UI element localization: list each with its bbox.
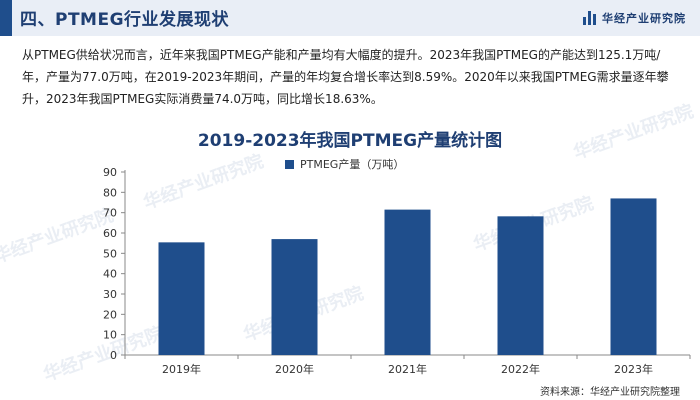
x-tick-label: 2020年 — [275, 362, 314, 376]
bar — [384, 209, 431, 355]
brand-logo: 华经产业研究院 — [583, 10, 686, 26]
section-header: 四、PTMEG行业发展现状 华经产业研究院 — [0, 0, 700, 36]
logo-text: 华经产业研究院 — [602, 12, 686, 25]
bar — [610, 198, 657, 355]
intro-paragraph: 从PTMEG供给状况而言，近年来我国PTMEG产能和产量均有大幅度的提升。202… — [22, 48, 669, 106]
chart-legend: PTMEG产量（万吨） — [285, 156, 404, 172]
bar — [158, 242, 205, 355]
x-tick-label: 2019年 — [162, 362, 201, 376]
page-title: 四、PTMEG行业发展现状 — [20, 10, 230, 30]
x-tick-label: 2021年 — [388, 362, 427, 376]
y-tick-label: 20 — [103, 308, 117, 321]
legend-label: PTMEG产量（万吨） — [300, 158, 405, 171]
chart-title: 2019-2023年我国PTMEG产量统计图 — [197, 131, 503, 151]
x-tick-label: 2023年 — [614, 362, 653, 376]
legend-swatch — [285, 159, 294, 169]
y-tick-label: 50 — [103, 247, 117, 260]
source-note: 资料来源：华经产业研究院整理 — [540, 387, 680, 398]
y-tick-label: 70 — [103, 207, 117, 220]
bar — [271, 239, 318, 355]
y-tick-label: 80 — [103, 186, 117, 199]
bar — [497, 216, 544, 355]
x-tick-label: 2022年 — [501, 362, 540, 376]
logo-bars-icon — [583, 11, 597, 25]
y-tick-label: 40 — [103, 268, 117, 281]
y-tick-label: 60 — [103, 227, 117, 240]
y-tick-label: 30 — [103, 288, 117, 301]
y-tick-label: 10 — [103, 329, 117, 342]
y-tick-label: 0 — [110, 349, 117, 362]
header-accent-bar — [0, 0, 12, 36]
y-tick-label: 90 — [103, 166, 117, 179]
